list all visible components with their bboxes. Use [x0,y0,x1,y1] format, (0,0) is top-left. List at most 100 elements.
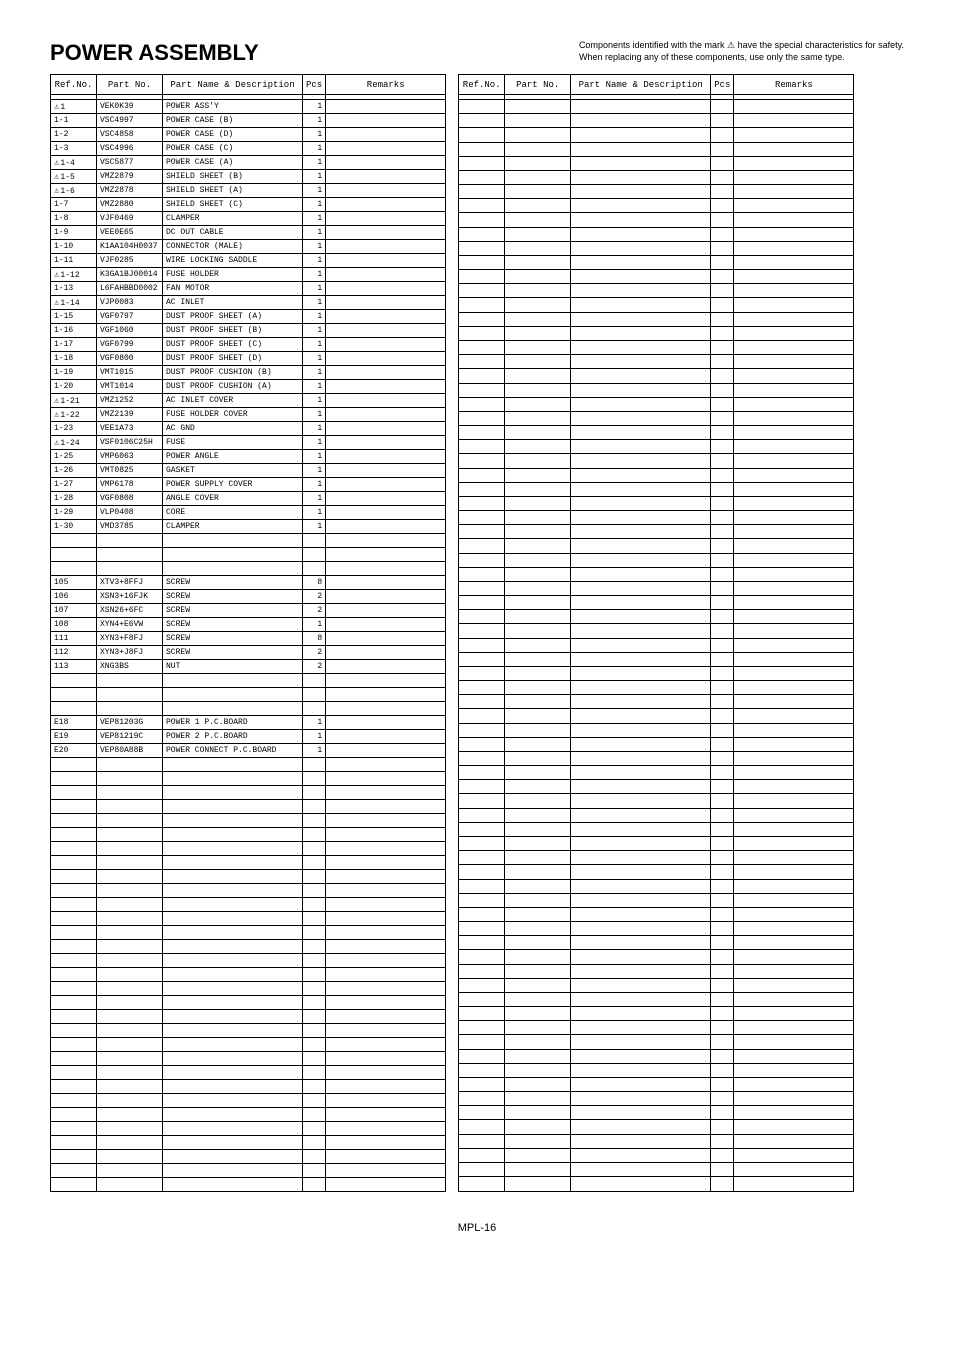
table-row: 1-18VGF0800DUST PROOF SHEET (D)1 [51,352,446,366]
table-row [459,369,854,383]
cell-part: VSC5877 [97,156,163,170]
cell-empty [459,837,505,851]
cell-empty [571,170,711,184]
cell-empty [505,638,571,652]
ref-text: 1-12 [60,271,79,280]
cell-pcs: 1 [303,352,326,366]
table-row: 1-30VMD3785CLAMPER1 [51,520,446,534]
cell-pcs: 1 [303,128,326,142]
cell-part [97,1108,163,1122]
cell-remarks [326,436,446,450]
cell-empty [459,440,505,454]
cell-part [97,870,163,884]
cell-part [97,1150,163,1164]
cell-empty [734,355,854,369]
parts-table-left: Ref.No. Part No. Part Name & Description… [50,74,446,1192]
cell-remarks [326,506,446,520]
cell-part: VGF0797 [97,310,163,324]
table-row: 1-7VMZ2880SHIELD SHEET (C)1 [51,198,446,212]
cell-ref [51,758,97,772]
page-footer: MPL-16 [50,1222,904,1234]
cell-empty [459,397,505,411]
cell-empty [734,581,854,595]
cell-empty [571,1134,711,1148]
cell-empty [571,1148,711,1162]
cell-pcs [303,1094,326,1108]
cell-pcs: 1 [303,520,326,534]
cell-empty [571,525,711,539]
table-row [459,340,854,354]
cell-pcs [303,1066,326,1080]
cell-part: VMT1015 [97,366,163,380]
cell-empty [711,1120,734,1134]
cell-empty [711,284,734,298]
cell-desc [163,548,303,562]
cell-empty [734,879,854,893]
cell-desc: AC GND [163,422,303,436]
cell-empty [459,709,505,723]
cell-remarks [326,492,446,506]
cell-empty [734,610,854,624]
cell-empty [505,1077,571,1091]
table-row [459,326,854,340]
ref-text: 1-11 [54,256,73,265]
cell-empty [459,454,505,468]
cell-remarks [326,940,446,954]
table-row: ⚠1-24VSF0106C25HFUSE1 [51,436,446,450]
cell-empty [459,596,505,610]
cell-empty [505,893,571,907]
cell-empty [571,652,711,666]
cell-ref: 111 [51,632,97,646]
cell-empty [459,156,505,170]
cell-empty [571,766,711,780]
cell-empty [459,426,505,440]
table-row [459,808,854,822]
cell-empty [571,355,711,369]
cell-empty [734,1063,854,1077]
cell-empty [734,440,854,454]
cell-part [97,954,163,968]
cell-ref: 1-30 [51,520,97,534]
cell-ref: E20 [51,744,97,758]
cell-empty [505,1035,571,1049]
cell-ref [51,898,97,912]
cell-empty [571,1106,711,1120]
cell-empty [571,879,711,893]
cell-empty [505,581,571,595]
cell-ref [51,688,97,702]
cell-empty [711,638,734,652]
cell-desc: POWER ANGLE [163,450,303,464]
cell-empty [505,737,571,751]
cell-desc [163,940,303,954]
cell-part [97,912,163,926]
table-row [459,199,854,213]
cell-pcs [303,968,326,982]
col-ref: Ref.No. [51,75,97,95]
table-row [459,185,854,199]
cell-pcs: 1 [303,450,326,464]
note-line-2: When replacing any of these components, … [579,52,845,62]
cell-empty [734,539,854,553]
cell-empty [505,199,571,213]
cell-pcs: 1 [303,408,326,422]
cell-empty [711,851,734,865]
cell-empty [571,638,711,652]
cell-empty [505,185,571,199]
cell-empty [459,1007,505,1021]
cell-empty [459,1049,505,1063]
cell-ref: ⚠1-6 [51,184,97,198]
cell-empty [734,1021,854,1035]
cell-empty [459,737,505,751]
cell-empty [459,355,505,369]
cell-empty [711,1162,734,1176]
cell-remarks [326,1066,446,1080]
cell-ref: E19 [51,730,97,744]
cell-empty [711,468,734,482]
cell-ref: 1-23 [51,422,97,436]
ref-text: 1-29 [54,508,73,517]
table-row [459,312,854,326]
cell-desc: CORE [163,506,303,520]
cell-empty [711,610,734,624]
cell-ref [51,856,97,870]
cell-empty [505,837,571,851]
